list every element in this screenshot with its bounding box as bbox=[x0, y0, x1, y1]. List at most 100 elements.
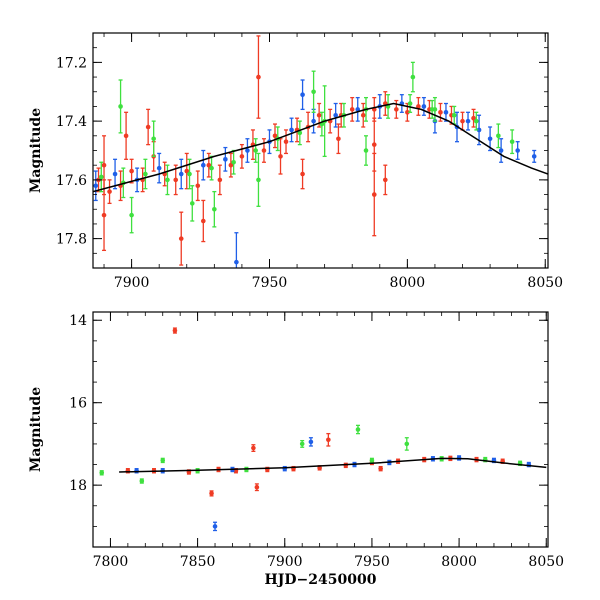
axes-frame bbox=[92, 311, 549, 548]
data-point bbox=[123, 133, 129, 139]
data-point bbox=[432, 107, 438, 112]
data-point bbox=[99, 470, 105, 476]
data-point bbox=[438, 110, 443, 115]
data-point bbox=[212, 206, 217, 212]
x-tick-label: 8050 bbox=[528, 554, 564, 570]
x-tick-label: 7950 bbox=[354, 554, 390, 570]
data-point bbox=[256, 74, 261, 80]
x-tick-label: 7900 bbox=[114, 275, 150, 291]
data-point bbox=[333, 112, 338, 118]
data-point bbox=[228, 162, 234, 168]
bottom-panel: 7800 7850 7900 7950 8000 8050 14 16 18 Magnitude H… bbox=[28, 311, 564, 588]
data-point bbox=[349, 107, 355, 112]
data-point bbox=[498, 148, 504, 153]
x-tick-label: 8000 bbox=[441, 554, 477, 570]
data-point bbox=[460, 118, 465, 124]
data-point bbox=[201, 218, 206, 224]
data-point bbox=[251, 445, 256, 451]
data-point bbox=[217, 177, 223, 183]
data-point bbox=[299, 441, 305, 447]
data-point bbox=[410, 74, 416, 80]
data-point bbox=[360, 112, 366, 118]
data-point bbox=[272, 133, 278, 139]
data-point bbox=[369, 458, 375, 463]
data-point bbox=[487, 136, 493, 142]
data-point bbox=[394, 107, 399, 112]
data-point bbox=[336, 136, 341, 142]
data-point bbox=[355, 107, 361, 112]
data-point bbox=[421, 104, 427, 109]
data-point bbox=[101, 162, 107, 168]
x-tick-label: 8000 bbox=[390, 275, 426, 291]
data-point bbox=[160, 458, 166, 463]
data-point bbox=[443, 110, 449, 115]
data-point bbox=[101, 212, 107, 218]
plot-area bbox=[93, 35, 548, 268]
data-point bbox=[223, 157, 228, 162]
y-axis-title: Magnitude bbox=[28, 108, 44, 193]
data-point bbox=[129, 168, 134, 174]
data-point bbox=[300, 92, 305, 97]
data-point bbox=[187, 171, 192, 177]
data-point bbox=[209, 491, 214, 496]
data-point bbox=[98, 174, 104, 180]
x-tick-label: 7900 bbox=[267, 554, 303, 570]
data-point bbox=[297, 130, 303, 136]
data-point bbox=[404, 441, 410, 447]
data-point bbox=[145, 124, 151, 130]
y-tick-label: 17.6 bbox=[56, 173, 87, 189]
data-point bbox=[165, 177, 170, 183]
data-point bbox=[195, 183, 201, 189]
x-tick-label: 7950 bbox=[252, 275, 288, 291]
data-point bbox=[254, 484, 260, 490]
data-point bbox=[256, 177, 261, 183]
data-point bbox=[371, 192, 377, 197]
data-point bbox=[112, 171, 118, 177]
data-point bbox=[378, 466, 383, 471]
data-point bbox=[209, 165, 214, 171]
data-point bbox=[234, 259, 239, 265]
data-point bbox=[509, 139, 515, 144]
data-point bbox=[308, 439, 314, 445]
x-tick-label: 7800 bbox=[93, 554, 129, 570]
data-point bbox=[143, 171, 148, 177]
data-point bbox=[300, 171, 305, 177]
data-point bbox=[206, 162, 212, 168]
model-curve bbox=[119, 457, 547, 473]
data-point bbox=[173, 177, 179, 183]
data-point bbox=[311, 89, 316, 95]
data-point bbox=[212, 524, 218, 529]
data-point bbox=[531, 154, 537, 159]
data-point bbox=[178, 236, 184, 241]
model-curve bbox=[93, 102, 548, 193]
y-tick-label: 17.4 bbox=[56, 114, 87, 130]
data-point bbox=[474, 118, 479, 124]
data-point bbox=[156, 165, 162, 171]
x-tick-label: 7850 bbox=[180, 554, 216, 570]
data-point bbox=[245, 148, 250, 153]
y-tick-label: 17.8 bbox=[56, 232, 87, 248]
data-point bbox=[496, 133, 501, 139]
data-point bbox=[178, 171, 184, 177]
data-point bbox=[371, 142, 377, 147]
y-tick-label: 14 bbox=[69, 313, 87, 329]
data-point bbox=[515, 148, 520, 153]
plot-area bbox=[99, 327, 547, 532]
data-point bbox=[261, 148, 267, 153]
data-point bbox=[151, 136, 156, 142]
data-point bbox=[129, 212, 134, 218]
y-tick-label: 18 bbox=[69, 478, 87, 494]
data-point bbox=[316, 112, 322, 118]
data-point bbox=[383, 177, 388, 183]
data-point bbox=[172, 328, 178, 333]
data-point bbox=[118, 104, 123, 109]
data-point bbox=[278, 154, 283, 159]
data-point bbox=[184, 168, 190, 174]
data-point bbox=[253, 148, 258, 153]
top-panel: 7900 7950 8000 8050 17.2 17.4 17.6 17.8 Magnitud… bbox=[28, 32, 563, 291]
x-tick-label: 8050 bbox=[527, 275, 563, 291]
data-point bbox=[471, 115, 476, 121]
data-point bbox=[189, 201, 195, 206]
data-point bbox=[407, 101, 413, 106]
